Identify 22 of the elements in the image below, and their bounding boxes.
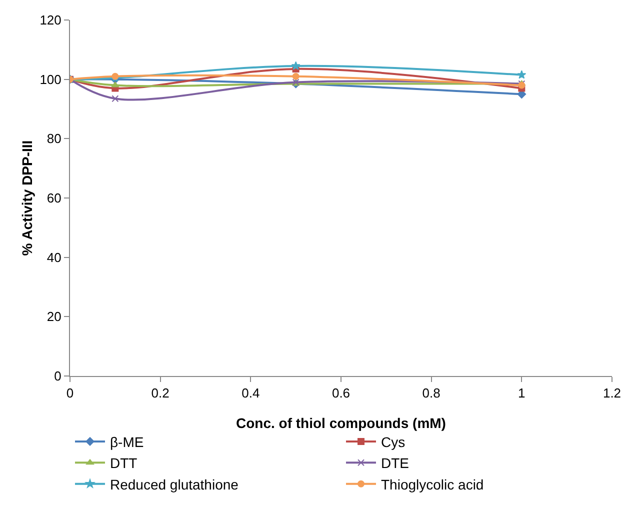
x-axis-title: Conc. of thiol compounds (mM) [236, 415, 446, 431]
y-tick-label: 40 [46, 250, 62, 265]
x-tick-label: 0 [66, 386, 74, 401]
legend-label: DTE [381, 455, 409, 472]
x-tick-label: 0.8 [422, 386, 440, 401]
legend-label: Thioglycolic acid [381, 476, 484, 492]
y-tick-label: 100 [40, 72, 62, 87]
y-tick-label: 0 [54, 368, 62, 384]
y-axis-title: % Activity DPP-III [19, 140, 35, 256]
legend-label: Cys [381, 434, 406, 450]
x-tick-label: 0.2 [151, 386, 170, 401]
legend-label: β-ME [110, 434, 144, 450]
y-tick-label: 80 [46, 131, 62, 146]
x-tick-label: 0.6 [332, 386, 350, 401]
x-tick-label: 0.4 [242, 386, 260, 401]
x-tick-label: 1 [518, 386, 526, 401]
y-tick-label: 60 [46, 190, 62, 206]
y-tick-label: 120 [40, 12, 62, 28]
y-tick-label: 20 [46, 309, 62, 324]
x-tick-label: 1.2 [602, 386, 622, 401]
legend-label: DTT [110, 455, 138, 472]
legend-label: Reduced glutathione [110, 476, 239, 492]
